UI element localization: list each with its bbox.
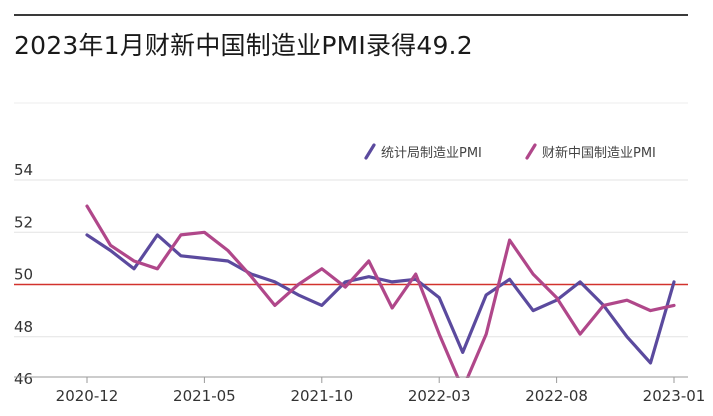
legend-swatch-1 [364,143,376,160]
series-line-2 [85,204,676,378]
axes: 46 48 50 52 54 2020-12 2021-05 2021-10 2022-03 20… [14,161,705,405]
x-tick-label-2021-05: 2021-05 [173,387,236,405]
legend: 统计局制造业PMI 财新中国制造业PMI [364,143,656,161]
x-tick-label-2021-10: 2021-10 [290,387,353,405]
x-tick-label-2020-12: 2020-12 [56,387,119,405]
x-tick-label-2023-01: 2023-01 [643,387,706,405]
x-tick-label-2022-03: 2022-03 [408,387,471,405]
y-tick-label-54: 54 [14,161,33,179]
y-tick-label-46: 46 [14,370,33,388]
y-tick-label-50: 50 [14,266,33,284]
series-lines [85,204,676,378]
y-tick-label-52: 52 [14,213,33,231]
x-tick-label-2022-08: 2022-08 [525,387,588,405]
series-line-1 [85,233,676,365]
legend-label-2: 财新中国制造业PMI [542,145,656,161]
chart-title: 2023年1月财新中国制造业PMI录得49.2 [14,31,473,60]
legend-label-1: 统计局制造业PMI [381,146,482,161]
grid-lines [14,102,688,338]
top-rule [14,14,688,16]
legend-swatch-2 [525,143,537,160]
y-tick-label-48: 48 [14,318,33,336]
